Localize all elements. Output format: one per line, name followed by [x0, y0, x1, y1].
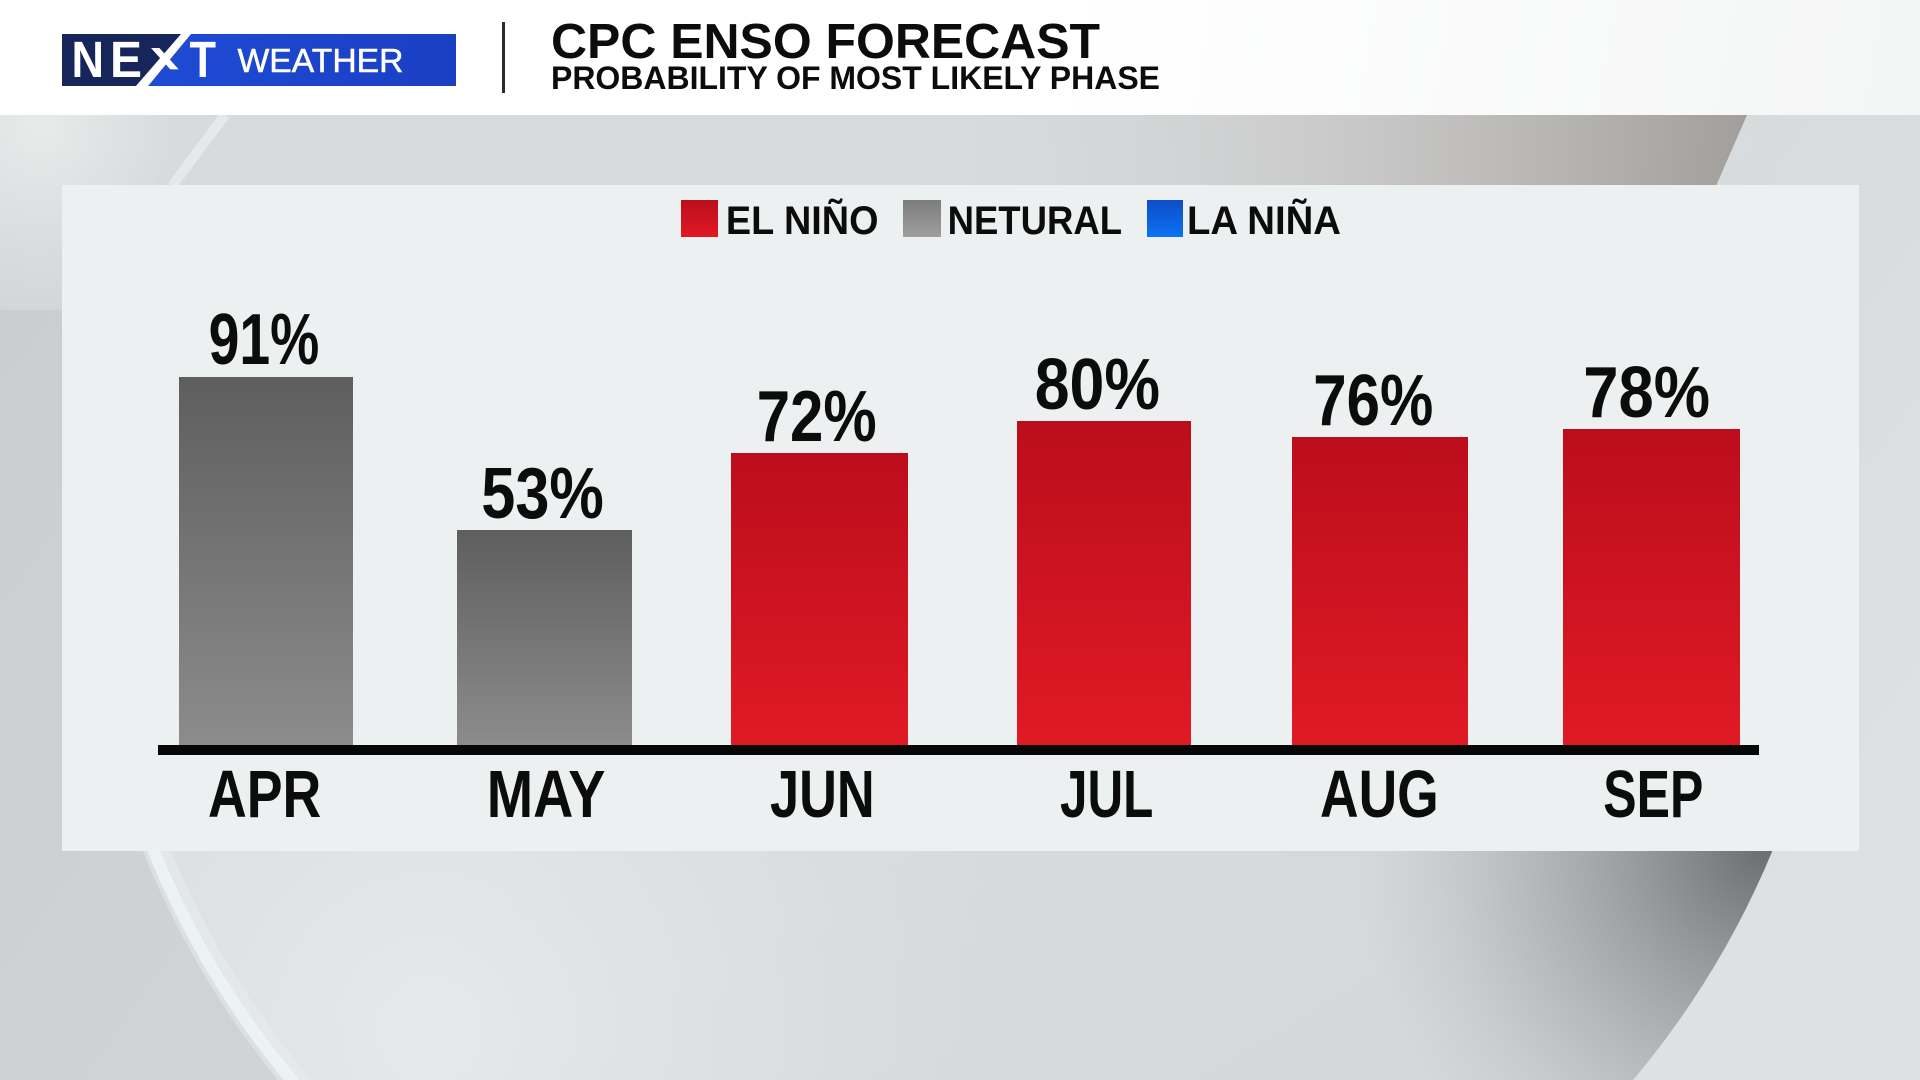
svg-text:JUL: JUL: [1060, 757, 1153, 832]
svg-text:72%: 72%: [757, 377, 877, 457]
svg-text:SEP: SEP: [1603, 757, 1703, 832]
svg-text:78%: 78%: [1583, 353, 1710, 433]
svg-text:80%: 80%: [1035, 345, 1160, 425]
svg-text:E: E: [110, 34, 142, 86]
svg-text:AUG: AUG: [1320, 757, 1439, 832]
svg-text:WEATHER: WEATHER: [238, 42, 404, 79]
svg-text:91%: 91%: [209, 300, 320, 380]
svg-text:MAY: MAY: [487, 757, 606, 832]
svg-text:N: N: [72, 34, 105, 86]
svg-text:53%: 53%: [481, 454, 604, 534]
svg-text:CPC ENSO FORECAST: CPC ENSO FORECAST: [551, 15, 1100, 69]
svg-text:PROBABILITY OF MOST LIKELY PHA: PROBABILITY OF MOST LIKELY PHASE: [551, 60, 1160, 96]
svg-text:LA NIÑA: LA NIÑA: [1187, 197, 1341, 243]
svg-text:JUN: JUN: [770, 757, 875, 832]
svg-text:EL NIÑO: EL NIÑO: [726, 197, 879, 243]
svg-text:NETURAL: NETURAL: [948, 199, 1122, 243]
svg-text:T: T: [190, 34, 217, 86]
svg-text:76%: 76%: [1313, 361, 1433, 441]
svg-text:APR: APR: [208, 757, 321, 832]
